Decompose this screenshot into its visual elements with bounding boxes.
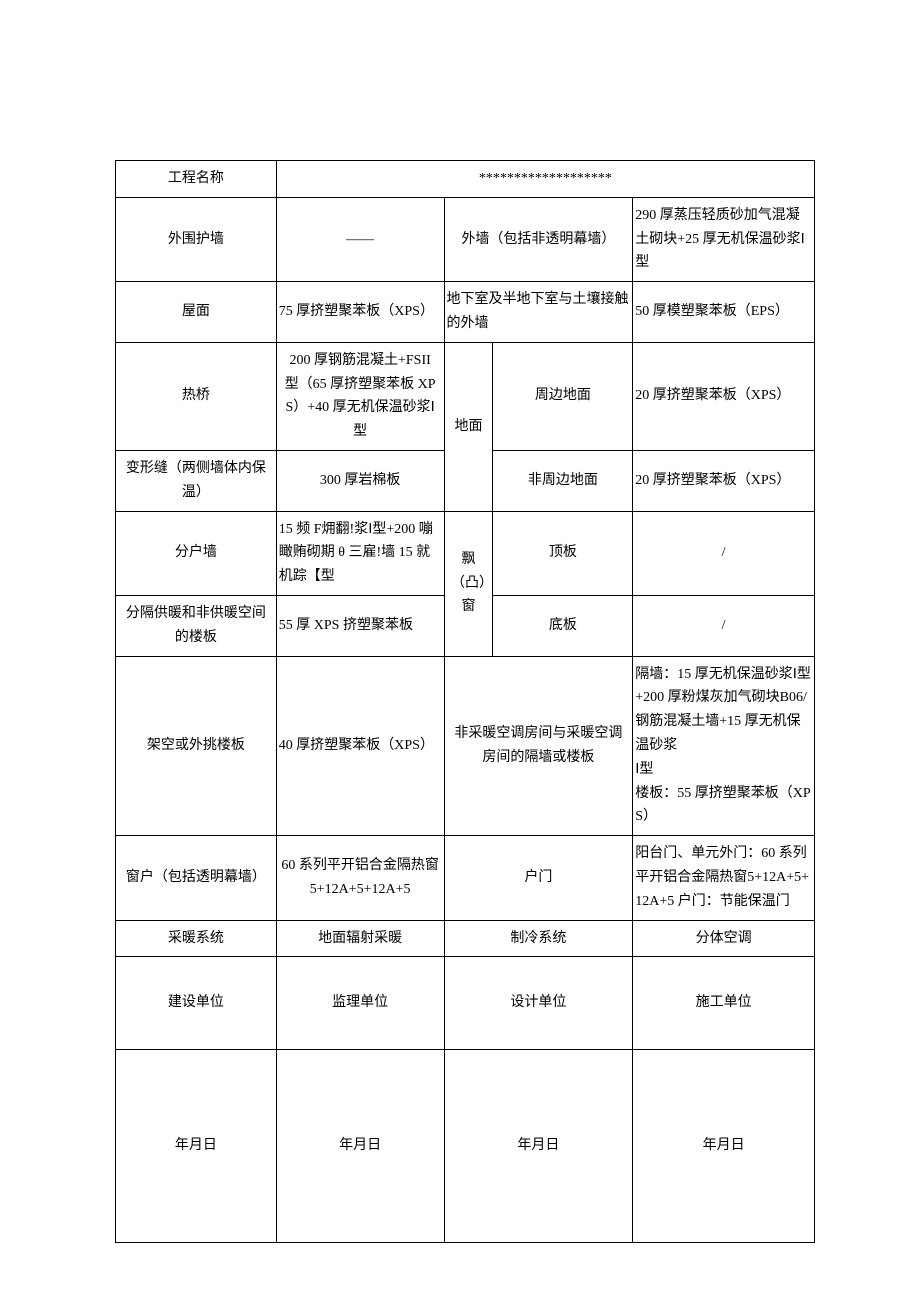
table-row: 架空或外挑楼板 40 厚挤塑聚苯板（XPS） 非采暖空调房间与采暖空调房间的隔墙…	[116, 656, 815, 836]
cell-label: 分隔供暖和非供暖空间的楼板	[116, 595, 277, 656]
cell-value: 200 厚钢筋混凝土+FSII 型（65 厚挤塑聚苯板 XPS）+40 厚无机保…	[276, 342, 444, 450]
cell-date: 年月日	[444, 1050, 633, 1243]
cell-col4: 隔墙：15 厚无机保温砂浆Ⅰ型+200 厚粉煤灰加气砌块B06/钢筋混凝土墙+1…	[633, 656, 815, 836]
table-row: 分户墙 15 频 F㶲翻!浆Ⅰ型+200 嘣瞰贿砌期 θ 三雇!墙 15 就机踪…	[116, 511, 815, 595]
spec-table: 工程名称 ******************* 外围护墙 —— 外墙（包括非透…	[115, 160, 815, 1243]
table-row: 工程名称 *******************	[116, 161, 815, 198]
cell-value: 40 厚挤塑聚苯板（XPS）	[276, 656, 444, 836]
cell-value: 75 厚挤塑聚苯板（XPS）	[276, 282, 444, 343]
cell-col3: 外墙（包括非透明幕墙）	[444, 197, 633, 281]
cell-label: 窗户（包括透明幕墙）	[116, 836, 277, 920]
cell-col3a: 飘（凸）窗	[444, 511, 493, 656]
table-row: 窗户（包括透明幕墙） 60 系列平开铝合金隔热窗 5+12A+5+12A+5 户…	[116, 836, 815, 920]
cell-label: 分户墙	[116, 511, 277, 595]
cell-org: 建设单位	[116, 957, 277, 1050]
cell-project-name-value: *******************	[276, 161, 814, 198]
cell-col4: 20 厚挤塑聚苯板（XPS）	[633, 342, 815, 450]
cell-col4: /	[633, 595, 815, 656]
cell-col4: 分体空调	[633, 920, 815, 957]
cell-label: 变形缝（两侧墙体内保温）	[116, 450, 277, 511]
cell-value: 地面辐射采暖	[276, 920, 444, 957]
table-row: 外围护墙 —— 外墙（包括非透明幕墙） 290 厚蒸压轻质砂加气混凝土砌块+25…	[116, 197, 815, 281]
cell-value: 60 系列平开铝合金隔热窗 5+12A+5+12A+5	[276, 836, 444, 920]
cell-label: 外围护墙	[116, 197, 277, 281]
cell-value: 300 厚岩棉板	[276, 450, 444, 511]
cell-col4: /	[633, 511, 815, 595]
cell-col4: 阳台门、单元外门：60 系列平开铝合金隔热窗5+12A+5+12A+5 户门：节…	[633, 836, 815, 920]
cell-col3: 户门	[444, 836, 633, 920]
cell-value: 15 频 F㶲翻!浆Ⅰ型+200 嘣瞰贿砌期 θ 三雇!墙 15 就机踪【型	[276, 511, 444, 595]
cell-label: 热桥	[116, 342, 277, 450]
cell-col4: 290 厚蒸压轻质砂加气混凝土砌块+25 厚无机保温砂浆Ⅰ型	[633, 197, 815, 281]
cell-date: 年月日	[276, 1050, 444, 1243]
table-row: 建设单位 监理单位 设计单位 施工单位	[116, 957, 815, 1050]
cell-col3b: 非周边地面	[493, 450, 633, 511]
table-row: 屋面 75 厚挤塑聚苯板（XPS） 地下室及半地下室与土壤接触的外墙 50 厚模…	[116, 282, 815, 343]
cell-col3b: 底板	[493, 595, 633, 656]
cell-col4: 20 厚挤塑聚苯板（XPS）	[633, 450, 815, 511]
cell-label: 架空或外挑楼板	[116, 656, 277, 836]
table-row: 热桥 200 厚钢筋混凝土+FSII 型（65 厚挤塑聚苯板 XPS）+40 厚…	[116, 342, 815, 450]
cell-col3: 地下室及半地下室与土壤接触的外墙	[444, 282, 633, 343]
cell-label: 屋面	[116, 282, 277, 343]
cell-col3: 非采暖空调房间与采暖空调房间的隔墙或楼板	[444, 656, 633, 836]
cell-date: 年月日	[116, 1050, 277, 1243]
cell-org: 监理单位	[276, 957, 444, 1050]
cell-label: 采暖系统	[116, 920, 277, 957]
cell-value: 55 厚 XPS 挤塑聚苯板	[276, 595, 444, 656]
cell-col3b: 周边地面	[493, 342, 633, 450]
cell-org: 施工单位	[633, 957, 815, 1050]
cell-col4: 50 厚模塑聚苯板（EPS）	[633, 282, 815, 343]
cell-project-name-label: 工程名称	[116, 161, 277, 198]
cell-col3a: 地面	[444, 342, 493, 511]
cell-col3: 制冷系统	[444, 920, 633, 957]
cell-org: 设计单位	[444, 957, 633, 1050]
cell-col3b: 顶板	[493, 511, 633, 595]
cell-value: ——	[276, 197, 444, 281]
table-row: 采暖系统 地面辐射采暖 制冷系统 分体空调	[116, 920, 815, 957]
table-row: 年月日 年月日 年月日 年月日	[116, 1050, 815, 1243]
cell-date: 年月日	[633, 1050, 815, 1243]
